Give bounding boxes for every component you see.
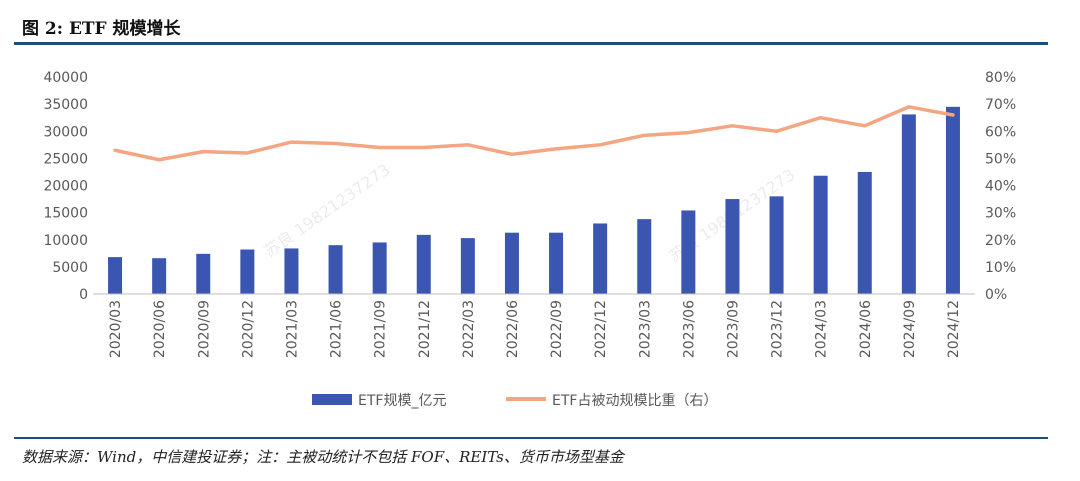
- x-tick-2021-03: 2021/03: [284, 300, 300, 358]
- bar-2020-12: [240, 249, 255, 294]
- y-left-tick: 35000: [43, 97, 88, 113]
- y-left-tick: 0: [79, 287, 88, 303]
- bar-2021-12: [416, 234, 431, 294]
- legend: ETF规模_亿元 ETF占被动规模比重（右）: [312, 393, 717, 409]
- x-tick-2022-03: 2022/03: [461, 300, 477, 358]
- bar-2020-09: [196, 253, 211, 294]
- share-line: [113, 105, 955, 162]
- y-right-tick: 40%: [985, 179, 1016, 195]
- bar-2023-03: [637, 219, 652, 294]
- bar-2023-09: [725, 199, 740, 294]
- bar-2023-06: [681, 210, 696, 294]
- y-right-tick: 70%: [985, 97, 1016, 113]
- bar-2022-09: [549, 232, 564, 294]
- x-tick-2023-12: 2023/12: [770, 300, 786, 358]
- y-right-tick: 80%: [985, 70, 1016, 86]
- bar-2023-12: [769, 196, 784, 294]
- legend-line-label: ETF占被动规模比重（右）: [552, 393, 717, 409]
- line-series: [113, 105, 955, 162]
- x-tick-2022-12: 2022/12: [593, 300, 609, 358]
- x-tick-2021-09: 2021/09: [373, 300, 389, 358]
- bar-2021-03: [284, 248, 299, 294]
- y-axis-right: 0% 10% 20% 30% 40% 50% 60% 70% 80%: [985, 70, 1016, 303]
- y-left-tick: 40000: [43, 70, 88, 86]
- y-left-tick: 30000: [43, 124, 88, 140]
- y-right-tick: 20%: [985, 233, 1016, 249]
- x-tick-2023-06: 2023/06: [681, 300, 697, 358]
- x-tick-2022-09: 2022/09: [549, 300, 565, 358]
- x-tick-2022-06: 2022/06: [505, 300, 521, 358]
- y-left-tick: 20000: [43, 179, 88, 195]
- y-right-tick: 30%: [985, 206, 1016, 222]
- bottom-rule: [14, 437, 1048, 439]
- bar-2024-06: [857, 171, 872, 294]
- x-tick-2023-09: 2023/09: [725, 300, 741, 358]
- y-left-tick: 25000: [43, 151, 88, 167]
- bar-2024-12: [945, 106, 960, 295]
- legend-bar-label: ETF规模_亿元: [358, 393, 446, 409]
- legend-bar-swatch: [312, 394, 352, 405]
- x-tick-2020-03: 2020/03: [108, 300, 124, 358]
- x-tick-2024-06: 2024/06: [858, 300, 874, 358]
- top-rule: [14, 42, 1048, 45]
- y-right-tick: 50%: [985, 151, 1016, 167]
- y-left-tick: 15000: [43, 206, 88, 222]
- bar-2020-06: [152, 258, 167, 294]
- y-left-tick: 10000: [43, 233, 88, 249]
- x-tick-2020-09: 2020/09: [196, 300, 212, 358]
- x-tick-2024-09: 2024/09: [902, 300, 918, 358]
- x-tick-2021-12: 2021/12: [417, 300, 433, 358]
- source-note: 数据来源：Wind，中信建投证券；注：主被动统计不包括 FOF、REITs、货币…: [22, 448, 624, 466]
- x-tick-2024-12: 2024/12: [946, 300, 962, 358]
- bar-2024-03: [813, 175, 828, 294]
- x-tick-2020-06: 2020/06: [152, 300, 168, 358]
- bar-2022-06: [504, 232, 519, 294]
- bar-2022-12: [593, 223, 608, 294]
- bar-series: [108, 106, 960, 295]
- y-right-tick: 10%: [985, 260, 1016, 276]
- x-tick-2020-12: 2020/12: [240, 300, 256, 358]
- bar-2021-06: [328, 245, 343, 294]
- y-right-tick: 0%: [985, 287, 1007, 303]
- bar-2022-03: [460, 238, 475, 294]
- y-left-tick: 5000: [52, 260, 88, 276]
- x-tick-2021-06: 2021/06: [329, 300, 345, 358]
- y-axis-left: 0 5000 10000 15000 20000 25000 30000 35000 40000: [43, 70, 88, 303]
- bar-2020-03: [108, 257, 123, 294]
- bar-2024-09: [901, 114, 916, 295]
- bar-2021-09: [372, 242, 387, 294]
- x-axis-ticks: 2020/03 2020/06 2020/09 2020/12 2021/03 2021/…: [108, 300, 962, 358]
- figure-title: 图 2: ETF 规模增长: [22, 19, 181, 39]
- x-tick-2024-03: 2024/03: [814, 300, 830, 358]
- x-tick-2023-03: 2023/03: [637, 300, 653, 358]
- y-right-tick: 60%: [985, 124, 1016, 140]
